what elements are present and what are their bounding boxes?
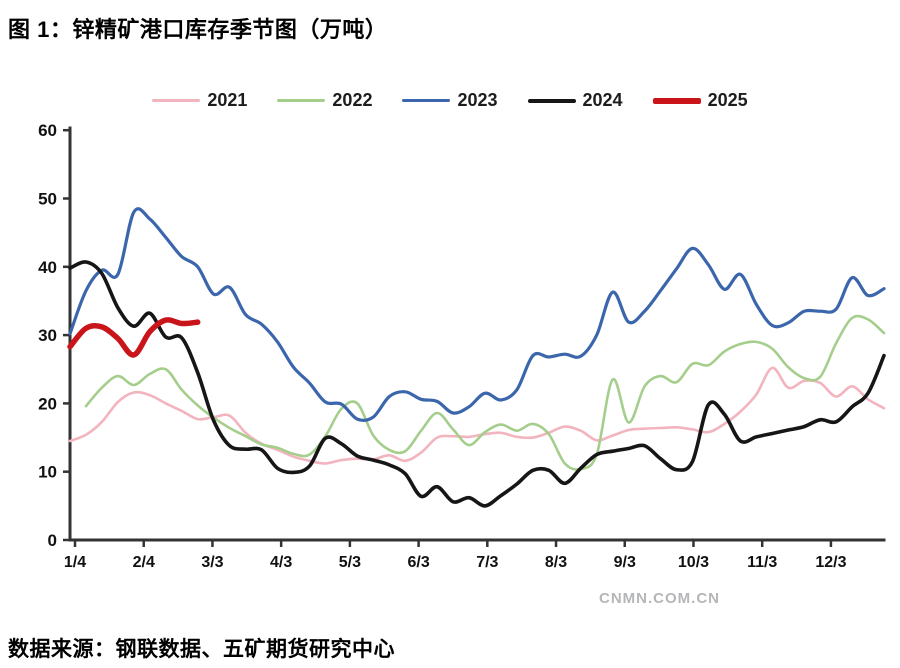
y-axis-tick-label: 30 (38, 326, 57, 345)
x-axis-tick-label: 9/3 (614, 554, 636, 571)
legend-label-2023: 2023 (457, 90, 498, 110)
chart-title: 图 1：锌精矿港口库存季节图（万吨） (8, 17, 388, 42)
x-axis-tick-label: 1/4 (64, 554, 86, 571)
legend-line-swatch-2022 (277, 99, 326, 102)
x-axis-tick-label: 12/3 (815, 554, 846, 571)
x-axis-tick-label: 7/3 (476, 554, 498, 571)
data-source-caption: 数据来源：钢联数据、五矿期货研究中心 (8, 638, 395, 661)
legend-item-2023: 2023 (402, 90, 498, 111)
series-line-2022 (84, 314, 886, 471)
y-axis-tick-label: 10 (38, 463, 57, 482)
legend-line-swatch-2025 (652, 97, 701, 104)
x-axis-tick-label: 2/4 (133, 554, 155, 571)
series-line-2023 (68, 207, 886, 423)
legend-label-2022: 2022 (332, 90, 373, 110)
legend-item-2022: 2022 (277, 90, 372, 111)
y-axis-tick-label: 50 (38, 190, 57, 209)
chart-legend: 2021 2022 2023 2024 2025 (0, 90, 900, 111)
y-axis-tick-label: 40 (38, 258, 57, 277)
legend-label-2021: 2021 (207, 90, 248, 110)
x-axis-tick-label: 5/3 (339, 554, 361, 571)
series-line-2021 (68, 366, 886, 465)
y-axis-tick-label: 20 (38, 394, 57, 413)
x-axis-tick-label: 11/3 (747, 554, 777, 571)
series-line-2024 (68, 260, 886, 508)
x-axis-tick-label: 3/3 (201, 554, 223, 571)
legend-item-2021: 2021 (152, 90, 247, 111)
y-axis-tick-label: 0 (48, 531, 57, 550)
watermark: CNMN.COM.CN (599, 590, 720, 607)
x-axis-tick-label: 10/3 (678, 554, 709, 571)
legend-line-swatch-2023 (402, 99, 451, 102)
legend-line-swatch-2024 (527, 98, 576, 103)
y-axis-tick-label: 60 (38, 121, 57, 140)
legend-label-2025: 2025 (707, 90, 748, 110)
series-line-2025 (67, 317, 201, 358)
legend-item-2024: 2024 (527, 90, 623, 111)
legend-line-swatch-2021 (152, 99, 201, 102)
x-axis-tick-label: 4/3 (270, 554, 292, 571)
legend-item-2025: 2025 (652, 90, 748, 111)
x-axis-tick-label: 8/3 (545, 554, 567, 571)
axis-lines (68, 126, 886, 542)
x-axis-tick-label: 6/3 (407, 554, 429, 571)
legend-label-2024: 2024 (582, 90, 623, 110)
